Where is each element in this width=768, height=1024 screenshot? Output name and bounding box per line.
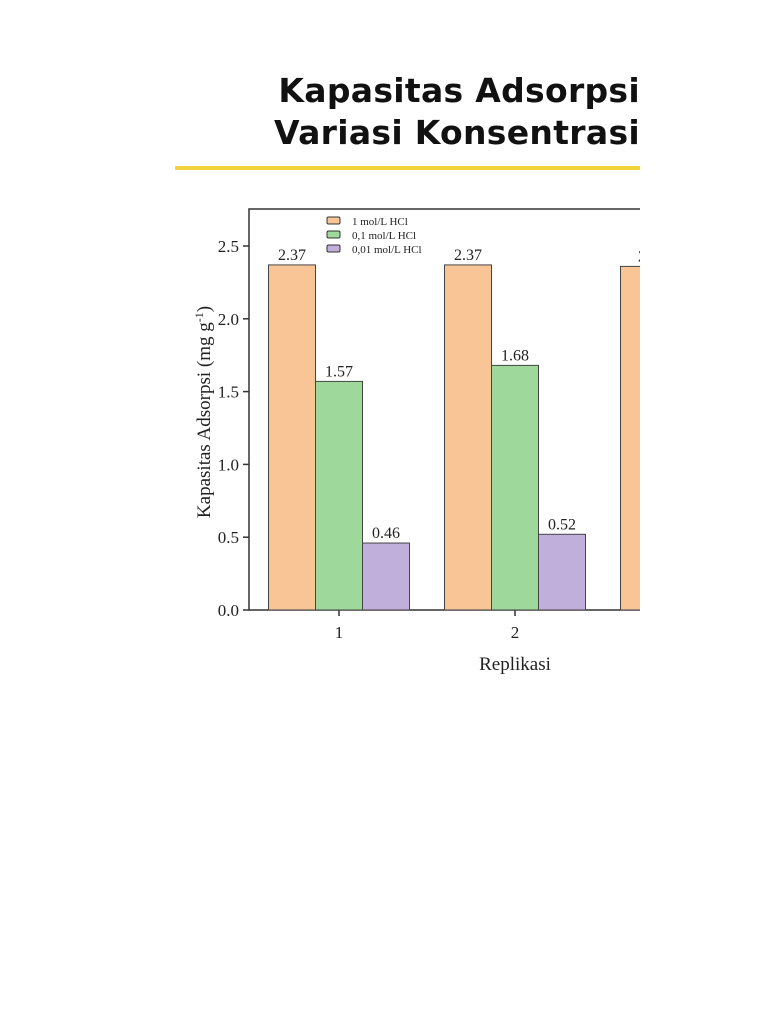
data-label: 2.37 — [454, 247, 482, 264]
data-label: 1.68 — [501, 347, 529, 364]
legend-label: 1 mol/L HCl — [352, 216, 408, 228]
x-tick-label: 2 — [511, 623, 520, 642]
bar — [538, 533, 586, 611]
y-axis-label-end: ) — [194, 306, 215, 312]
bar-chart: 0.00.51.01.52.02.5123 2.371.570.462.371.… — [192, 208, 640, 675]
data-label: 2.37 — [278, 247, 306, 264]
y-axis-label: Kapasitas Adsorpsi (mg g-1) — [192, 306, 215, 518]
bars — [268, 264, 640, 611]
data-labels: 2.37 1.57 0.46 2.37 1.68 0.52 2. — [278, 247, 640, 542]
legend: 1 mol/L HCl 0,1 mol/L HCl 0,01 mol/L HCl — [326, 216, 422, 256]
axes: 0.00.51.01.52.02.5123 — [218, 208, 640, 642]
x-axis-label: Replikasi — [479, 654, 551, 675]
bar — [362, 542, 410, 611]
data-label: 2. — [638, 248, 640, 265]
legend-label: 0,01 mol/L HCl — [352, 244, 422, 256]
page-title: Kapasitas Adsorpsi Variasi Konsentrasi — [200, 70, 640, 154]
data-label: 0.46 — [372, 525, 400, 542]
title-divider — [175, 166, 640, 170]
y-tick-label: 0.0 — [218, 601, 239, 620]
y-axis-label-sup: -1 — [192, 312, 206, 322]
x-tick-label: 1 — [335, 623, 344, 642]
legend-swatch — [326, 244, 341, 253]
bar — [315, 380, 363, 611]
y-tick-label: 1.5 — [218, 383, 239, 402]
bar — [491, 364, 539, 611]
title-line-2: Variasi Konsentrasi — [274, 113, 640, 152]
title-line-1: Kapasitas Adsorpsi — [278, 71, 640, 110]
legend-label: 0,1 mol/L HCl — [352, 230, 416, 242]
legend-swatch — [326, 230, 341, 239]
y-tick-label: 2.5 — [218, 237, 239, 256]
data-label: 1.57 — [325, 363, 353, 380]
bar — [268, 264, 316, 611]
bar — [620, 265, 640, 611]
y-axis-label-main: Kapasitas Adsorpsi (mg g — [194, 322, 215, 518]
y-tick-label: 1.0 — [218, 455, 239, 474]
chart-container: 0.00.51.01.52.02.5123 2.371.570.462.371.… — [192, 208, 640, 675]
bar — [444, 264, 492, 611]
data-label: 0.52 — [548, 516, 576, 533]
y-tick-label: 0.5 — [218, 528, 239, 547]
legend-swatch — [326, 216, 341, 225]
y-tick-label: 2.0 — [218, 310, 239, 329]
